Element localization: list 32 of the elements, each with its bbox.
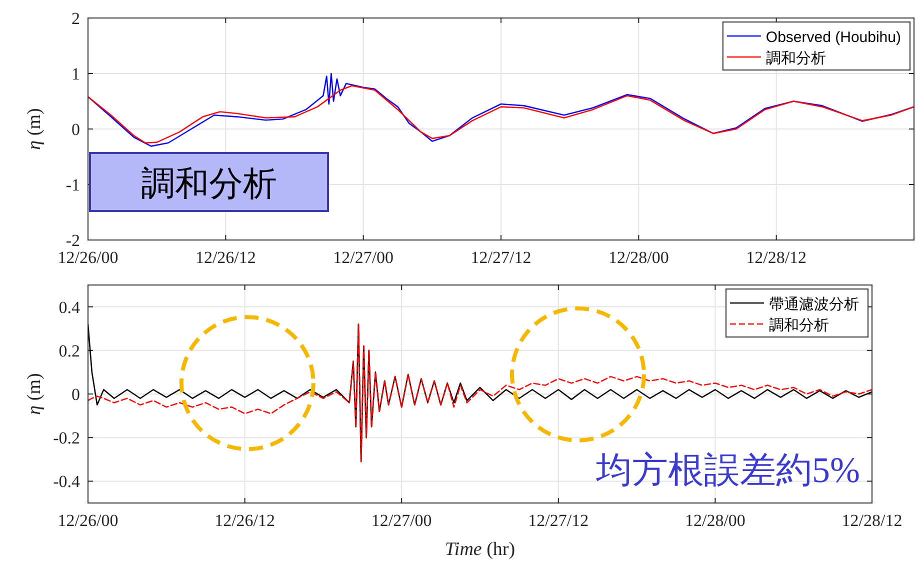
annotation: 調和分析 — [141, 166, 277, 203]
x-tick-label: 12/28/12 — [746, 248, 807, 267]
x-tick-label: 12/26/00 — [58, 511, 118, 530]
x-tick-label: 12/26/00 — [58, 248, 118, 267]
y-tick-label: -2 — [66, 231, 80, 250]
x-axis-title: Time (hr) — [444, 539, 516, 560]
y-tick-label: 1 — [72, 64, 80, 84]
annotation-box: 調和分析 — [89, 152, 329, 212]
y-tick-label: 0 — [72, 385, 80, 404]
y-tick-label: 0.4 — [58, 298, 80, 317]
legend-label: 調和分析 — [769, 317, 829, 334]
x-tick-label: 12/26/12 — [195, 248, 256, 267]
x-tick-label: 12/27/00 — [333, 248, 394, 267]
legend-label: Observed (Houbihu) — [766, 29, 901, 46]
x-tick-label: 12/28/12 — [842, 511, 902, 530]
annotation: 均方根誤差約5% — [595, 450, 860, 490]
y-tick-label: -1 — [66, 176, 80, 194]
y-tick-label: 0.2 — [58, 341, 80, 360]
x-tick-label: 12/28/00 — [608, 248, 669, 267]
y-tick-label: -0.4 — [53, 472, 80, 492]
y-axis-title: η (m) — [24, 373, 45, 415]
legend-label: 帶通濾波分析 — [769, 296, 859, 313]
y-tick-label: 0 — [72, 120, 80, 139]
x-tick-label: 12/28/00 — [684, 511, 746, 530]
y-tick-label: -0.2 — [53, 428, 80, 448]
x-tick-label: 12/27/12 — [470, 248, 532, 267]
legend-label: 調和分析 — [766, 50, 826, 67]
y-axis-title: η (m) — [24, 108, 45, 150]
y-tick-label: 2 — [72, 9, 80, 28]
x-tick-label: 12/26/12 — [214, 511, 276, 530]
x-tick-label: 12/27/00 — [371, 511, 432, 530]
x-tick-label: 12/27/12 — [528, 511, 589, 530]
